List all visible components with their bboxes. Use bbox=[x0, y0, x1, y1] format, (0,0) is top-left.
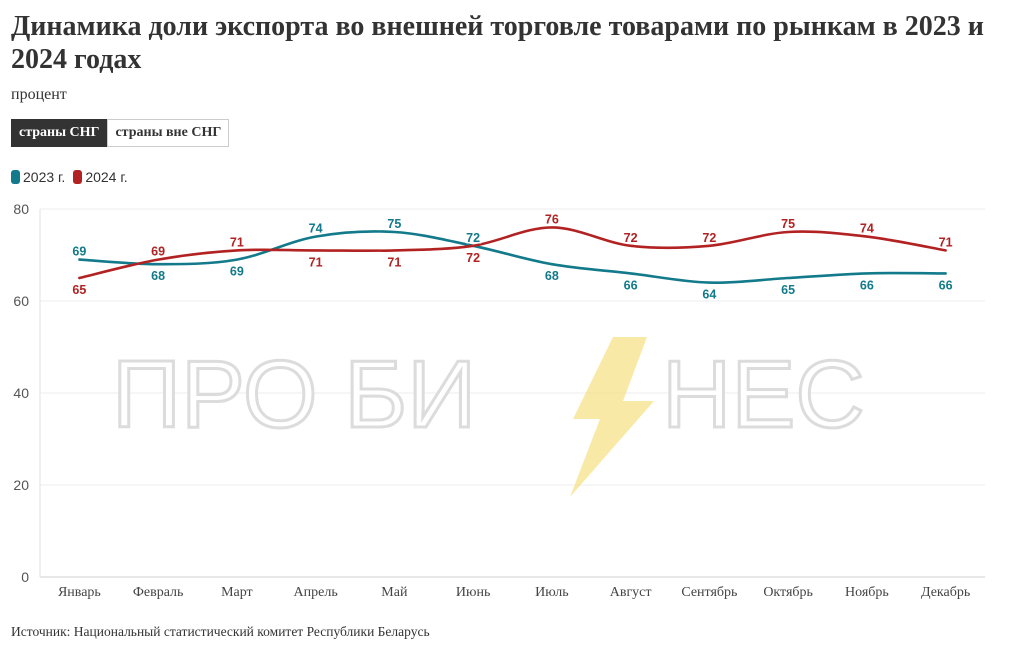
data-label-2024: 72 bbox=[466, 251, 480, 265]
data-label-2024: 65 bbox=[72, 283, 86, 297]
legend-label-2024: 2024 г. bbox=[85, 169, 128, 185]
data-label-2023: 68 bbox=[545, 269, 559, 283]
x-tick-label: Октябрь bbox=[763, 585, 813, 600]
data-label-2023: 66 bbox=[624, 278, 638, 292]
x-tick-label: Сентябрь bbox=[681, 585, 737, 600]
x-tick-label: Декабрь bbox=[921, 585, 970, 600]
data-label-2024: 75 bbox=[781, 217, 795, 231]
series-line-2024 bbox=[78, 226, 947, 280]
data-labels: 69 68 69 74 75 72 68 66 64 65 66 66 65 69 71 71 71 72 76 72… bbox=[71, 211, 954, 303]
watermark: ПРО БИ НЕС bbox=[111, 337, 866, 497]
tab-cis-countries[interactable]: страны СНГ bbox=[11, 119, 108, 147]
data-label-2024: 74 bbox=[860, 222, 874, 236]
chart-title: Динамика доли экспорта во внешней торгов… bbox=[11, 11, 984, 75]
x-tick-label: Июнь bbox=[456, 585, 490, 600]
data-label-2024: 71 bbox=[387, 255, 401, 269]
y-tick-label: 20 bbox=[13, 477, 29, 493]
data-label-2024: 71 bbox=[939, 235, 953, 249]
watermark-text-left: ПРО БИ bbox=[112, 341, 476, 448]
data-label-2023: 74 bbox=[309, 222, 323, 236]
legend-swatch-2024 bbox=[73, 170, 83, 184]
data-label-2024: 71 bbox=[230, 235, 244, 249]
data-label-2023: 66 bbox=[860, 278, 874, 292]
line-chart: ПРО БИ НЕС 0 20 40 60 80 Январь Февраль Март Апр… bbox=[13, 201, 985, 600]
data-label-2023: 64 bbox=[702, 288, 716, 302]
lightning-bolt-icon bbox=[570, 337, 654, 497]
legend-item-2023[interactable]: 2023 г. bbox=[11, 169, 65, 185]
data-label-2024: 71 bbox=[309, 255, 323, 269]
x-tick-label: Ноябрь bbox=[845, 585, 889, 600]
legend-label-2023: 2023 г. bbox=[23, 169, 66, 185]
data-label-2023: 75 bbox=[387, 217, 401, 231]
source-note: Источник: Национальный статистический ко… bbox=[11, 624, 430, 639]
tab-non-cis-countries[interactable]: страны вне СНГ bbox=[107, 119, 230, 147]
x-tick-label: Январь bbox=[58, 585, 101, 600]
data-label-2024: 76 bbox=[545, 212, 559, 226]
y-tick-label: 40 bbox=[13, 385, 29, 401]
x-tick-label: Апрель bbox=[294, 585, 338, 600]
data-label-2023: 68 bbox=[151, 269, 165, 283]
x-tick-label: Август bbox=[610, 585, 652, 600]
x-tick-label: Июль bbox=[535, 585, 569, 600]
market-tabs: страны СНГ страны вне СНГ bbox=[11, 119, 230, 147]
chart-subtitle: процент bbox=[11, 86, 67, 103]
series bbox=[78, 226, 947, 284]
x-tick-label: Февраль bbox=[133, 585, 184, 600]
data-label-2023: 66 bbox=[939, 278, 953, 292]
data-label-2023: 65 bbox=[781, 283, 795, 297]
data-label-2023: 69 bbox=[72, 245, 86, 259]
watermark-text-right: НЕС bbox=[662, 341, 865, 448]
x-tick-label: Май bbox=[381, 585, 408, 600]
legend-swatch-2023 bbox=[11, 170, 20, 184]
grid bbox=[39, 208, 985, 578]
data-label-2023: 69 bbox=[230, 265, 244, 279]
y-tick-label: 80 bbox=[13, 201, 29, 217]
legend-item-2024[interactable]: 2024 г. bbox=[73, 169, 128, 185]
y-tick-label: 0 bbox=[21, 569, 29, 585]
x-tick-label: Март bbox=[221, 585, 253, 600]
data-label-2024: 72 bbox=[624, 231, 638, 245]
legend: 2023 г. 2024 г. bbox=[11, 169, 128, 185]
data-label-2024: 69 bbox=[151, 245, 165, 259]
axes: 0 20 40 60 80 Январь Февраль Март Апрель Май Июнь И… bbox=[13, 201, 970, 600]
data-label-2024: 72 bbox=[702, 231, 716, 245]
y-tick-label: 60 bbox=[13, 293, 29, 309]
data-label-2023: 72 bbox=[466, 231, 480, 245]
series-line-2023 bbox=[78, 230, 947, 284]
